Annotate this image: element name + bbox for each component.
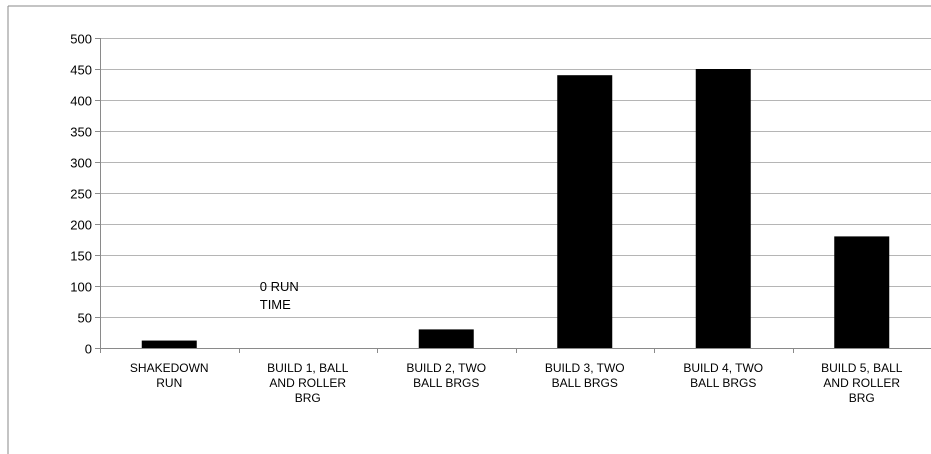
x-tick-label: BUILD 1, BALL AND ROLLER BRG xyxy=(267,361,349,405)
y-tick-label: 50 xyxy=(78,311,92,326)
x-tick-labels: SHAKEDOWN RUN BUILD 1, BALL AND ROLLER BRG BU… xyxy=(130,361,903,405)
bar xyxy=(557,75,613,348)
y-tick-label: 400 xyxy=(70,94,92,109)
y-tick-label: 200 xyxy=(70,218,92,233)
y-tick-label: 500 xyxy=(70,32,92,47)
gridlines xyxy=(100,38,931,318)
y-tick-label: 150 xyxy=(70,249,92,264)
bar xyxy=(695,69,751,348)
bar xyxy=(141,340,197,348)
x-tick-label: BUILD 4, TWO BALL BRGS xyxy=(683,361,763,390)
x-tick-label: SHAKEDOWN RUN xyxy=(130,361,209,390)
y-tick-label: 0 xyxy=(85,342,92,357)
y-tick-label: 300 xyxy=(70,156,92,171)
annotations: 0 RUN TIME xyxy=(260,279,299,312)
axes xyxy=(95,38,931,353)
y-tick-label: 350 xyxy=(70,125,92,140)
y-tick-label: 100 xyxy=(70,280,92,295)
x-tick-label: BUILD 5, BALL AND ROLLER BRG xyxy=(821,361,903,405)
y-tick-label: 450 xyxy=(70,63,92,78)
annotation-label: 0 RUN TIME xyxy=(260,279,299,312)
x-tick-label: BUILD 2, TWO BALL BRGS xyxy=(406,361,486,390)
x-tick-label: BUILD 3, TWO BALL BRGS xyxy=(545,361,625,390)
y-tick-label: 250 xyxy=(70,187,92,202)
bars xyxy=(141,69,890,348)
bar xyxy=(418,329,474,348)
y-tick-labels: 0 50 100 150 200 250 300 350 400 450 500 xyxy=(70,32,92,357)
bar xyxy=(834,236,890,348)
